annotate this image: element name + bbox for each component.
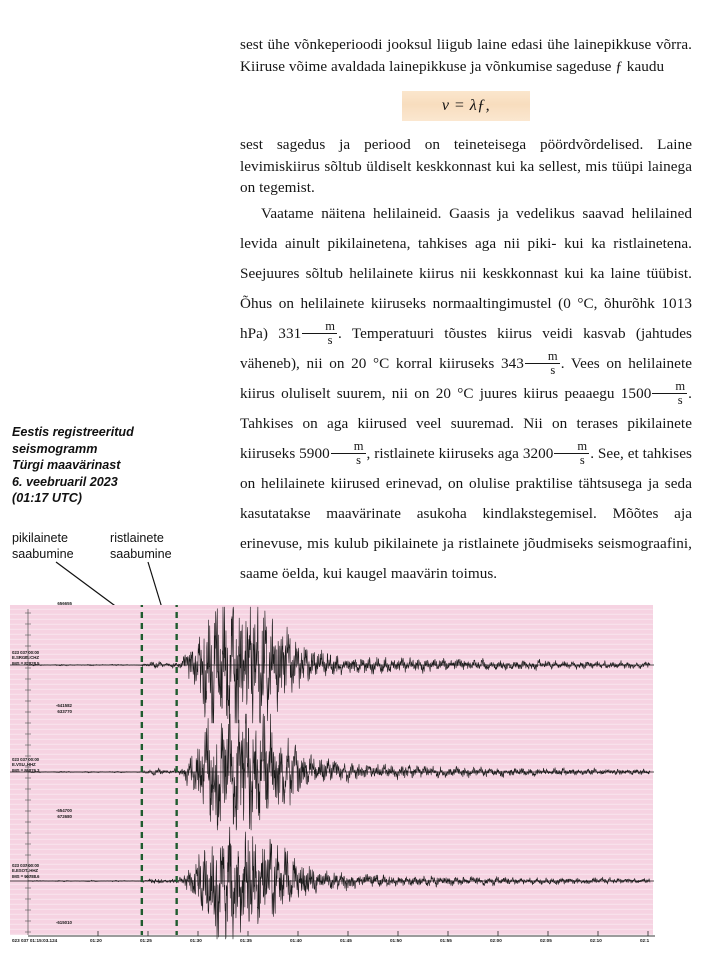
paragraph-3-part-b: Temperatuuri tõustes kiirus veidi kasvab… (240, 324, 692, 372)
channel-header-3: 023 037 00:00 E.ESOT..HHZ IMS = 90788.6 (12, 863, 39, 879)
annotation-leader-lines (55, 561, 163, 609)
paragraph-3-part-e: , ristlainete kiiruseks aga 3200 (366, 444, 554, 462)
channel-header-3-line3: IMS = 90788.6 (12, 873, 40, 879)
time-axis-ticks (97, 931, 649, 936)
axis-tick-label: 01:35 (240, 938, 252, 943)
fraction-bar (302, 332, 338, 334)
unit-denominator: s (677, 393, 683, 408)
axis-tick-label: 02:1 (640, 938, 650, 943)
unit-numerator: m (675, 378, 686, 393)
annotation-s-wave-arrival: ristlainete saabumine (110, 530, 172, 562)
axis-tick-label: 01:50 (390, 938, 402, 943)
channel-header-2-line1: 023 037 00:00 (12, 757, 40, 762)
annotation-p-wave-line2: saabumine (12, 547, 74, 561)
paragraph-3-part-a: Vaatame näitena helilaineid. Gaasis ja v… (240, 204, 692, 342)
channel-header-1-line2: E.SRGE..CHZ (12, 655, 39, 661)
unit-numerator: m (325, 318, 336, 333)
axis-tick-label: 01:55 (440, 938, 452, 943)
channel-header-3-line1: 023 037 00:00 (12, 863, 40, 868)
annotation-p-wave-line1: pikilainete (12, 531, 69, 545)
fraction-bar (554, 452, 590, 454)
paragraph-2: sest sagedus ja periood on teineteisega … (240, 136, 692, 196)
paragraph-3: Vaatame näitena helilaineid. Gaasis ja v… (240, 199, 692, 589)
axis-tick-label: 02:00 (490, 938, 502, 943)
paragraph-3-part-f: . See, et tahkises on helilainete kiirus… (240, 444, 692, 582)
trace-esot-hhz (10, 826, 654, 940)
scale-min-trace-3: -615010 (55, 920, 72, 925)
leader-line-p-wave (55, 561, 119, 609)
unit-denominator: s (327, 333, 333, 348)
caption-line-3: Türgi maavärinast (12, 458, 121, 473)
channel-header-1-line3: IMS = 82828.5 (12, 660, 40, 666)
seismogram-traces-svg (10, 605, 655, 940)
fraction-bar (524, 362, 560, 364)
axis-tick-label: 01:30 (190, 938, 202, 943)
fraction-bar (330, 452, 366, 454)
axis-tick-label: 01:45 (340, 938, 352, 943)
trace-vsu-hhz (10, 713, 654, 831)
axis-tick-label: 01:40 (290, 938, 302, 943)
paragraph-1: sest ühe võnkeperioodi jooksul liigub la… (240, 36, 692, 75)
paragraph-3-part-d: . Tahkises on aga kiirused veel suuremad… (240, 384, 692, 462)
body-text-column: sest ühe võnkeperioodi jooksul liigub la… (240, 34, 692, 589)
axis-start-label: 023 037 01:15:03.124 (12, 938, 58, 943)
caption-line-4: 6. veebruaril 2023 (12, 474, 118, 489)
axis-tick-label: 01:25 (140, 938, 152, 943)
fraction-bar (652, 392, 688, 394)
channel-header-2: 023 037 00:00 E.VSU..HHZ IMS = 86876.3 (12, 757, 39, 773)
scale-top-value: 656655 (57, 601, 72, 606)
channel-header-2-line3: IMS = 86876.3 (12, 767, 40, 773)
scale-max-trace-3: 672680 (57, 814, 72, 819)
caption-line-1: Eestis registreeritud (12, 425, 134, 439)
formula-highlight-box: v = λƒ, (402, 91, 530, 121)
unit-numerator: m (577, 438, 588, 453)
wave-speed-formula: v = λƒ, (441, 97, 491, 114)
period-1: . (338, 324, 342, 342)
annotation-s-wave-line1: ristlainete (110, 531, 164, 545)
channel-header-1-line1: 023 037 00:00 (12, 650, 40, 655)
channel-header-2-line2: E.VSU..HHZ (12, 762, 36, 768)
unit-numerator: m (353, 438, 364, 453)
unit-numerator: m (547, 348, 558, 363)
unit-denominator: s (356, 453, 362, 468)
trace-srge-chz (10, 606, 654, 724)
leader-line-s-wave (147, 561, 163, 609)
scale-max-trace-2: 633770 (57, 709, 72, 714)
unit-denominator: s (579, 453, 585, 468)
caption-line-2: seismogramm (12, 441, 98, 456)
scale-min-trace-2: -654700 (55, 808, 72, 813)
scale-min-trace-1: -641582 (55, 703, 72, 708)
axis-tick-label: 02:05 (540, 938, 552, 943)
caption-line-5: (01:17 UTC) (12, 491, 82, 506)
axis-tick-label: 02:10 (590, 938, 602, 943)
seismogram-overlay: 023 037 00:00 E.SRGE..CHZ IMS = 82828.5 … (0, 601, 701, 970)
paragraph-3-part-c: . Vees on helilainete kiirus oluliselt s… (240, 354, 692, 402)
channel-header-1: 023 037 00:00 E.SRGE..CHZ IMS = 82828.5 (12, 650, 39, 666)
annotation-s-wave-line2: saabumine (110, 547, 172, 561)
channel-header-3-line2: E.ESOT..HHZ (12, 868, 38, 874)
axis-tick-label: 01:20 (90, 938, 102, 943)
annotation-p-wave-arrival: pikilainete saabumine (12, 530, 74, 562)
wave-arrival-annotations: pikilainete saabumine ristlainete saabum… (10, 530, 240, 600)
figure-caption: Eestis registreeritud seismogramm Türgi … (12, 424, 222, 507)
unit-denominator: s (550, 363, 556, 378)
